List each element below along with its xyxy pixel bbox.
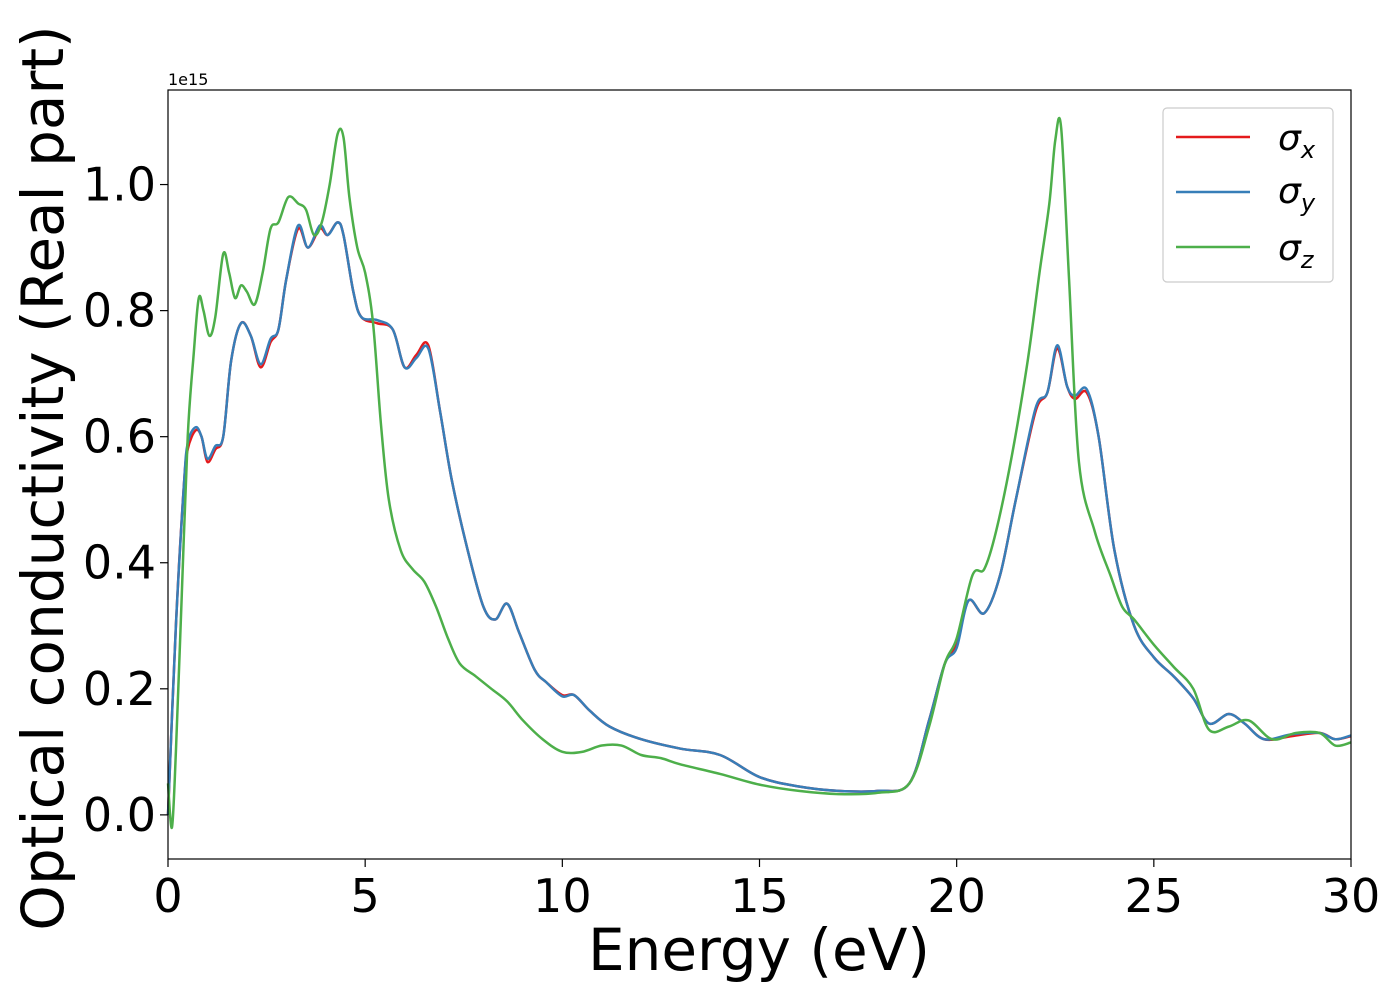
x-axis-title: Energy (eV) (588, 916, 930, 984)
legend-label-sigma-x: σx (1278, 118, 1316, 164)
legend-label-sigma-z: σz (1278, 228, 1315, 274)
x-tick-label: 5 (351, 869, 380, 923)
y-tick-label: 0.4 (83, 536, 156, 590)
y-tick-label: 1.0 (83, 158, 156, 212)
y-tick-label: 0.0 (83, 788, 156, 842)
y-tick-label: 0.2 (83, 662, 156, 716)
legend: σx σy σz (1162, 107, 1334, 283)
x-axis: 0 5 10 15 20 25 30 (153, 859, 1380, 923)
legend-box (1162, 107, 1334, 283)
y-offset-label: 1e15 (168, 70, 208, 89)
series-line-sigma-z (166, 117, 1352, 829)
legend-subscript: y (1300, 189, 1316, 217)
y-axis-title: Optical conductivity (Real part) (9, 25, 77, 930)
legend-subscript: z (1300, 246, 1315, 274)
y-tick-label: 0.8 (83, 284, 156, 338)
series-layer (166, 117, 1352, 829)
legend-label-sigma-y: σy (1278, 171, 1316, 217)
x-tick-label: 20 (927, 869, 986, 923)
y-tick-label: 0.6 (83, 410, 156, 464)
y-axis: 0.0 0.2 0.4 0.6 0.8 1.0 (83, 158, 168, 842)
x-tick-label: 10 (533, 869, 592, 923)
legend-symbol: σ (1278, 228, 1302, 269)
legend-symbol: σ (1278, 118, 1302, 159)
x-tick-label: 25 (1125, 869, 1184, 923)
x-tick-label: 15 (730, 869, 789, 923)
series-line-sigma-y (166, 221, 1352, 815)
legend-subscript: x (1300, 136, 1316, 164)
x-tick-label: 0 (153, 869, 182, 923)
legend-symbol: σ (1278, 171, 1302, 212)
x-tick-label: 30 (1322, 869, 1381, 923)
